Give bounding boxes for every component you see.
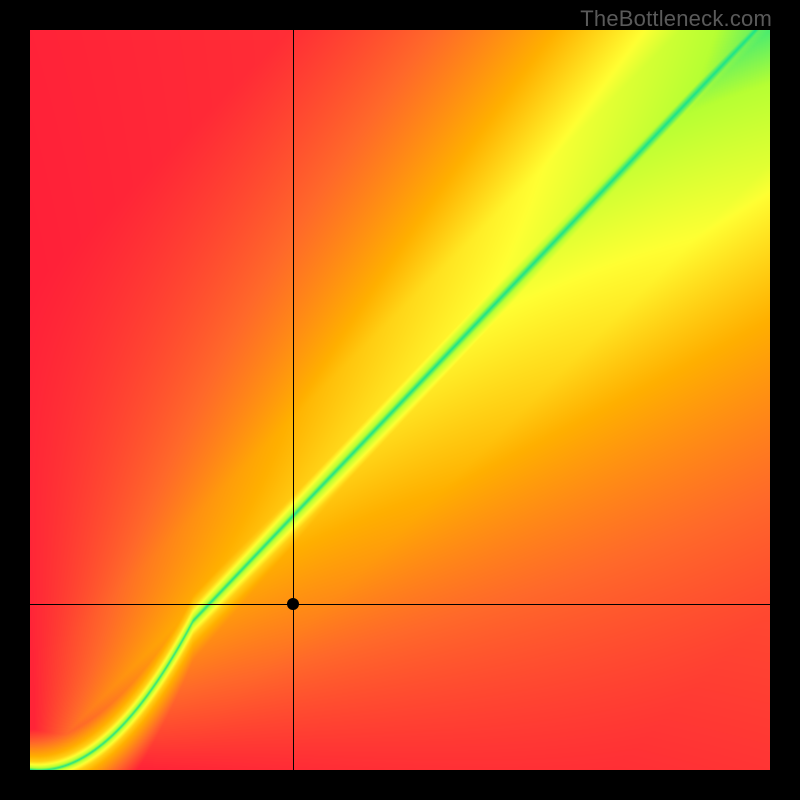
marker-dot: [287, 598, 299, 610]
chart-container: TheBottleneck.com: [0, 0, 800, 800]
heatmap-plot: [30, 30, 770, 770]
watermark-text: TheBottleneck.com: [580, 6, 772, 32]
crosshair-horizontal-line: [30, 604, 770, 605]
heatmap-canvas: [30, 30, 770, 770]
crosshair-vertical-line: [293, 30, 294, 770]
